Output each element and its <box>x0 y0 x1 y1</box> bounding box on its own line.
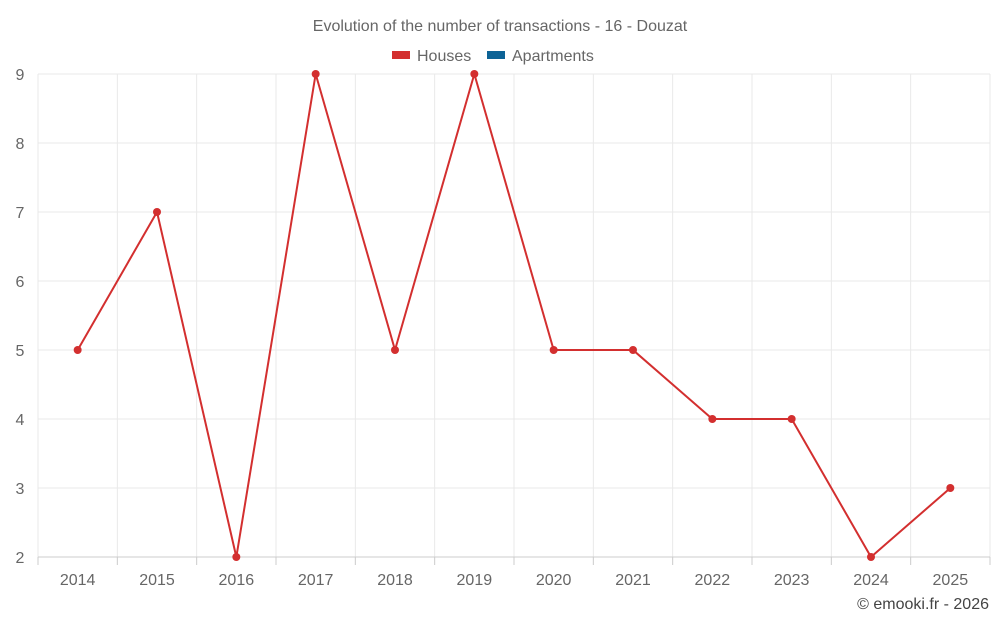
x-tick-label: 2015 <box>139 572 175 589</box>
y-tick-label: 7 <box>16 205 25 222</box>
x-tick-label: 2019 <box>457 572 493 589</box>
legend-swatch-apartments <box>487 51 505 59</box>
x-tick-label: 2022 <box>695 572 731 589</box>
data-point[interactable] <box>946 484 955 492</box>
x-tick-label: 2017 <box>298 572 334 589</box>
data-point[interactable] <box>787 415 796 423</box>
x-tick-label: 2014 <box>60 572 96 589</box>
y-tick-label: 6 <box>16 274 25 291</box>
y-tick-label: 8 <box>16 136 25 153</box>
x-tick-label: 2020 <box>536 572 572 589</box>
y-tick-label: 2 <box>16 550 25 567</box>
y-tick-label: 9 <box>16 67 25 84</box>
legend: Houses Apartments <box>392 48 594 65</box>
axes: 2 3 4 5 6 7 8 9 2014 2015 2016 2017 2018 2019 2020 2021… <box>16 67 991 589</box>
data-point[interactable] <box>311 70 320 78</box>
credit-text: © emooki.fr - 2026 <box>857 596 989 613</box>
legend-item-houses[interactable]: Houses <box>392 48 471 65</box>
data-point[interactable] <box>470 70 479 78</box>
data-point[interactable] <box>708 415 717 423</box>
legend-item-apartments[interactable]: Apartments <box>487 48 594 65</box>
x-tick-label: 2016 <box>219 572 255 589</box>
data-point[interactable] <box>153 208 161 216</box>
data-point[interactable] <box>629 346 637 354</box>
y-tick-label: 4 <box>16 412 25 429</box>
series-houses <box>73 70 955 561</box>
data-point[interactable] <box>232 553 241 561</box>
y-tick-label: 5 <box>16 343 25 360</box>
x-tick-label: 2018 <box>377 572 413 589</box>
x-tick-label: 2021 <box>615 572 651 589</box>
x-tick-label: 2023 <box>774 572 810 589</box>
legend-label-houses: Houses <box>417 48 471 65</box>
data-point[interactable] <box>73 346 82 354</box>
series-line <box>76 73 951 558</box>
y-tick-label: 3 <box>16 481 25 498</box>
data-point[interactable] <box>549 346 558 354</box>
data-point[interactable] <box>867 553 875 561</box>
legend-swatch-houses <box>392 51 410 59</box>
data-point[interactable] <box>391 346 399 354</box>
x-tick-label: 2024 <box>853 572 889 589</box>
x-tick-label: 2025 <box>933 572 969 589</box>
legend-label-apartments: Apartments <box>512 48 594 65</box>
chart-title: Evolution of the number of transactions … <box>313 18 688 35</box>
